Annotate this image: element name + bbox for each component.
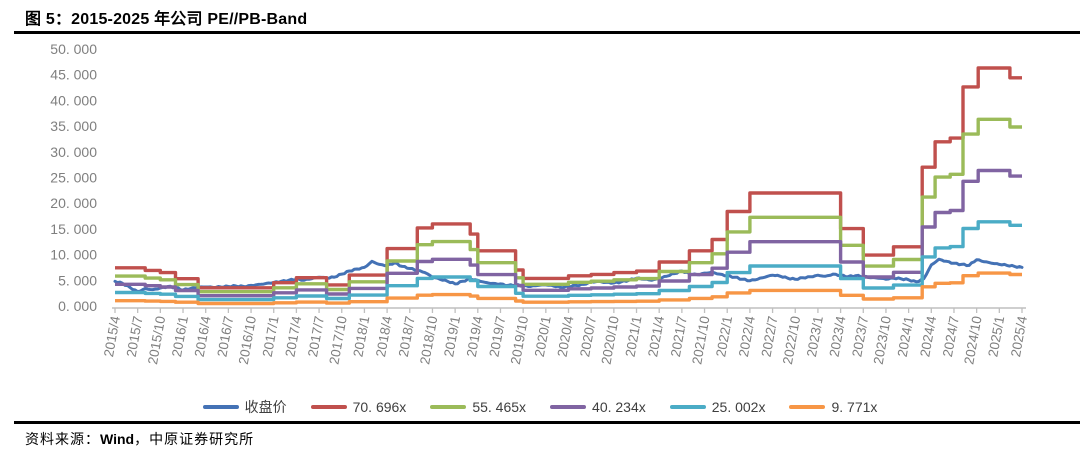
svg-text:2015/10: 2015/10 xyxy=(145,315,168,366)
svg-text:2017/4: 2017/4 xyxy=(282,314,304,358)
svg-text:2024/10: 2024/10 xyxy=(961,315,984,366)
svg-text:25. 000: 25. 000 xyxy=(50,170,97,186)
band-55x-line-swatch xyxy=(430,405,467,409)
source-suffix: ，中原证券研究所 xyxy=(134,433,255,448)
svg-text:2016/4: 2016/4 xyxy=(192,314,214,358)
svg-text:2018/7: 2018/7 xyxy=(396,315,418,358)
svg-text:2019/1: 2019/1 xyxy=(441,315,463,358)
legend-item-band-1: 70. 696x xyxy=(310,399,407,415)
svg-text:0. 000: 0. 000 xyxy=(58,298,97,314)
title-divider xyxy=(14,31,1080,34)
svg-text:2019/10: 2019/10 xyxy=(508,315,531,366)
svg-text:2022/10: 2022/10 xyxy=(780,315,803,366)
svg-text:2020/1: 2020/1 xyxy=(532,315,554,358)
svg-text:30. 000: 30. 000 xyxy=(50,144,97,160)
svg-text:2021/1: 2021/1 xyxy=(623,315,645,358)
svg-text:2023/10: 2023/10 xyxy=(871,315,894,366)
source-prefix: 资料来源： xyxy=(25,433,100,448)
svg-text:2019/4: 2019/4 xyxy=(464,314,486,358)
svg-text:5. 000: 5. 000 xyxy=(58,272,97,288)
legend-item-band-4: 25. 002x xyxy=(669,399,766,415)
legend-item-band-3: 40. 234x xyxy=(550,399,646,415)
svg-text:2020/10: 2020/10 xyxy=(599,315,622,366)
svg-text:45. 000: 45. 000 xyxy=(50,67,97,83)
svg-text:40. 000: 40. 000 xyxy=(50,92,97,108)
legend-label: 55. 465x xyxy=(472,399,527,415)
legend-label: 9. 771x xyxy=(831,399,878,415)
svg-text:2023/1: 2023/1 xyxy=(804,315,826,358)
svg-text:2023/4: 2023/4 xyxy=(827,314,849,358)
band-25x-line-swatch xyxy=(669,405,706,409)
svg-text:2018/10: 2018/10 xyxy=(417,315,440,366)
source-vendor: Wind xyxy=(100,431,135,447)
svg-text:2022/1: 2022/1 xyxy=(713,315,735,358)
legend-label: 25. 002x xyxy=(711,399,766,415)
svg-text:2022/4: 2022/4 xyxy=(736,314,758,358)
svg-text:2017/10: 2017/10 xyxy=(326,315,349,366)
legend-item-close: 收盘价 xyxy=(202,397,287,417)
legend-label: 收盘价 xyxy=(244,399,287,415)
svg-text:10. 000: 10. 000 xyxy=(50,247,97,263)
source-text: 资料来源：Wind，中原证券研究所 xyxy=(25,429,254,449)
svg-text:2018/4: 2018/4 xyxy=(373,314,395,358)
svg-text:2016/1: 2016/1 xyxy=(169,315,191,358)
svg-text:15. 000: 15. 000 xyxy=(50,221,97,237)
svg-text:2016/10: 2016/10 xyxy=(236,315,259,366)
svg-text:2021/10: 2021/10 xyxy=(689,315,712,366)
svg-text:2017/7: 2017/7 xyxy=(305,315,327,358)
svg-text:2015/7: 2015/7 xyxy=(124,315,146,358)
legend-item-band-5: 9. 771x xyxy=(789,399,877,415)
svg-text:2023/7: 2023/7 xyxy=(849,315,871,358)
svg-text:2024/4: 2024/4 xyxy=(917,314,939,358)
svg-text:2019/7: 2019/7 xyxy=(486,315,508,358)
chart-legend: 收盘价 70. 696x 55. 465x 40. 234x 25. 002x … xyxy=(0,397,1080,417)
svg-text:2022/7: 2022/7 xyxy=(759,315,781,358)
legend-label: 40. 234x xyxy=(592,399,646,415)
figure-title: 图 5：2015-2025 年公司 PE//PB-Band xyxy=(25,11,308,28)
svg-text:2017/1: 2017/1 xyxy=(260,315,282,358)
svg-text:2021/7: 2021/7 xyxy=(668,315,690,358)
svg-text:2015/4: 2015/4 xyxy=(101,314,123,358)
legend-item-band-2: 55. 465x xyxy=(430,399,526,415)
source-divider xyxy=(14,421,1080,424)
band-40x-line-swatch xyxy=(550,405,587,409)
close-price-line-swatch xyxy=(202,405,239,409)
svg-text:2024/1: 2024/1 xyxy=(895,315,917,358)
svg-text:2024/7: 2024/7 xyxy=(940,315,962,358)
pe-pb-band-chart: 0. 000 5. 000 10. 000 15. 000 20. 000 25. 000… xyxy=(50,41,1030,366)
svg-text:2021/4: 2021/4 xyxy=(645,314,667,358)
band-9x-line-swatch xyxy=(789,405,826,409)
svg-text:2020/4: 2020/4 xyxy=(555,314,577,358)
svg-text:2018/1: 2018/1 xyxy=(350,315,372,358)
svg-text:2016/7: 2016/7 xyxy=(214,315,236,358)
band-70x-line-swatch xyxy=(310,405,347,409)
svg-text:20. 000: 20. 000 xyxy=(50,195,97,211)
legend-label: 70. 696x xyxy=(352,399,407,415)
svg-text:2020/7: 2020/7 xyxy=(577,315,599,358)
svg-text:2025/4: 2025/4 xyxy=(1008,314,1030,358)
svg-text:35. 000: 35. 000 xyxy=(50,118,97,134)
svg-text:2025/1: 2025/1 xyxy=(985,315,1007,358)
svg-text:50. 000: 50. 000 xyxy=(50,41,97,57)
